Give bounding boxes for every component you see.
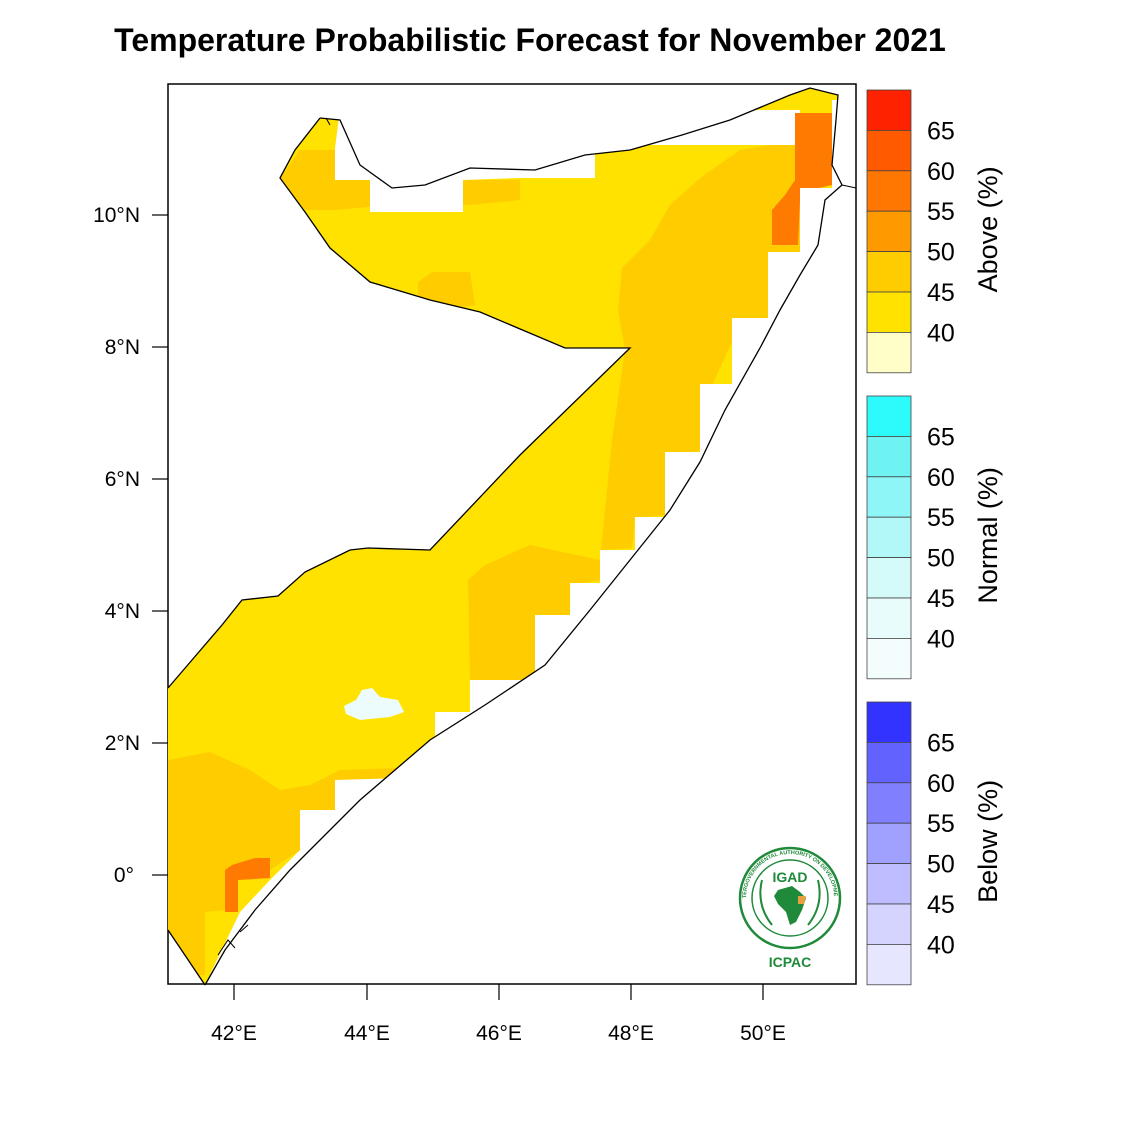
colorbar-level-label: 40 xyxy=(927,625,955,653)
colorbar-title: Above (%) xyxy=(973,166,1003,292)
colorbar-below: 65 60 55 50 45 40 Below (%) xyxy=(866,701,1003,986)
laurel-left-icon xyxy=(759,879,773,926)
colorbar-swatch xyxy=(866,638,912,680)
colorbar-level-label: 60 xyxy=(927,770,955,798)
colorbar-swatch xyxy=(866,557,912,599)
above-55-region-northeast xyxy=(772,113,832,245)
colorbar-level-label: 55 xyxy=(927,504,955,532)
colorbar-swatch xyxy=(866,170,912,212)
lon-tick-label: 42°E xyxy=(211,1022,257,1045)
lon-tick-label: 44°E xyxy=(344,1022,390,1045)
africa-map-icon xyxy=(774,886,806,925)
colorbar-level-label: 65 xyxy=(927,117,955,145)
colorbar-swatch xyxy=(866,903,912,945)
above-45-region-north xyxy=(280,150,520,212)
colorbar-level-label: 60 xyxy=(927,158,955,186)
colorbar-level-label: 50 xyxy=(927,545,955,573)
lat-tick-label: 8°N xyxy=(105,336,140,359)
colorbar-swatch xyxy=(866,822,912,865)
lat-tick-label: 4°N xyxy=(105,600,140,623)
colorbar-swatch xyxy=(866,210,912,252)
colorbar-swatch xyxy=(866,476,912,518)
lon-tick-labels: 42°E 44°E 46°E 48°E 50°E xyxy=(211,1022,786,1045)
colorbar-title: Below (%) xyxy=(973,780,1003,903)
lat-axis xyxy=(152,214,168,876)
lat-tick-labels: 10°N 8°N 6°N 4°N 2°N 0° xyxy=(93,204,140,887)
lat-tick-label: 2°N xyxy=(105,732,140,755)
colorbar-level-label: 40 xyxy=(927,319,955,347)
western-border xyxy=(167,117,632,689)
colorbar-swatch xyxy=(866,944,912,986)
horn-highlight-icon xyxy=(798,896,806,904)
colorbar-swatch xyxy=(866,331,912,374)
colorbar-level-label: 55 xyxy=(927,810,955,838)
laurel-right-icon xyxy=(807,879,821,926)
colorbar-above: 65 60 55 50 45 40 Above (%) xyxy=(866,89,1003,374)
lon-tick-label: 46°E xyxy=(476,1022,522,1045)
colorbar-level-label: 60 xyxy=(927,464,955,492)
colorbar-swatch xyxy=(866,863,912,905)
colorbar-level-label: 45 xyxy=(927,279,955,307)
colorbar-normal: 65 60 55 50 45 40 Normal (%) xyxy=(866,395,1003,680)
logo-org: ICPAC xyxy=(769,954,812,970)
colorbar-swatch xyxy=(866,291,912,333)
colorbar-swatch xyxy=(866,742,912,784)
southwest-border xyxy=(167,929,206,986)
lat-tick-label: 6°N xyxy=(105,468,140,491)
colorbar-swatch xyxy=(866,782,912,824)
map-title: Temperature Probabilistic Forecast for N… xyxy=(114,22,946,58)
colorbar-title: Normal (%) xyxy=(973,467,1003,604)
colorbar-level-label: 55 xyxy=(927,198,955,226)
colorbar-level-label: 45 xyxy=(927,585,955,613)
normal-40-patch xyxy=(344,688,404,720)
islands xyxy=(217,117,857,956)
colorbar-swatch xyxy=(866,435,912,478)
lat-tick-label: 0° xyxy=(114,864,134,887)
colorbar-level-label: 45 xyxy=(927,891,955,919)
colorbar-swatch xyxy=(866,89,912,131)
colorbar-swatch xyxy=(866,251,912,293)
lat-tick-label: 10°N xyxy=(93,204,140,227)
logo-name: IGAD xyxy=(773,869,808,885)
lon-tick-label: 50°E xyxy=(740,1022,786,1045)
lon-tick-label: 48°E xyxy=(608,1022,654,1045)
colorbar-level-label: 65 xyxy=(927,423,955,451)
colorbar-swatch xyxy=(866,395,912,437)
colorbar-level-label: 50 xyxy=(927,851,955,879)
colorbar-swatch xyxy=(866,129,912,172)
above-45-region-east xyxy=(468,140,800,680)
colorbar-swatch xyxy=(866,597,912,639)
colorbar-level-label: 50 xyxy=(927,239,955,267)
colorbar-level-label: 40 xyxy=(927,931,955,959)
colorbar-swatch xyxy=(866,516,912,559)
country-outline xyxy=(204,87,843,986)
above-55-region-southwest xyxy=(225,858,270,912)
colorbar-swatch xyxy=(866,701,912,743)
colorbar-level-label: 65 xyxy=(927,729,955,757)
lon-axis xyxy=(233,984,764,1000)
